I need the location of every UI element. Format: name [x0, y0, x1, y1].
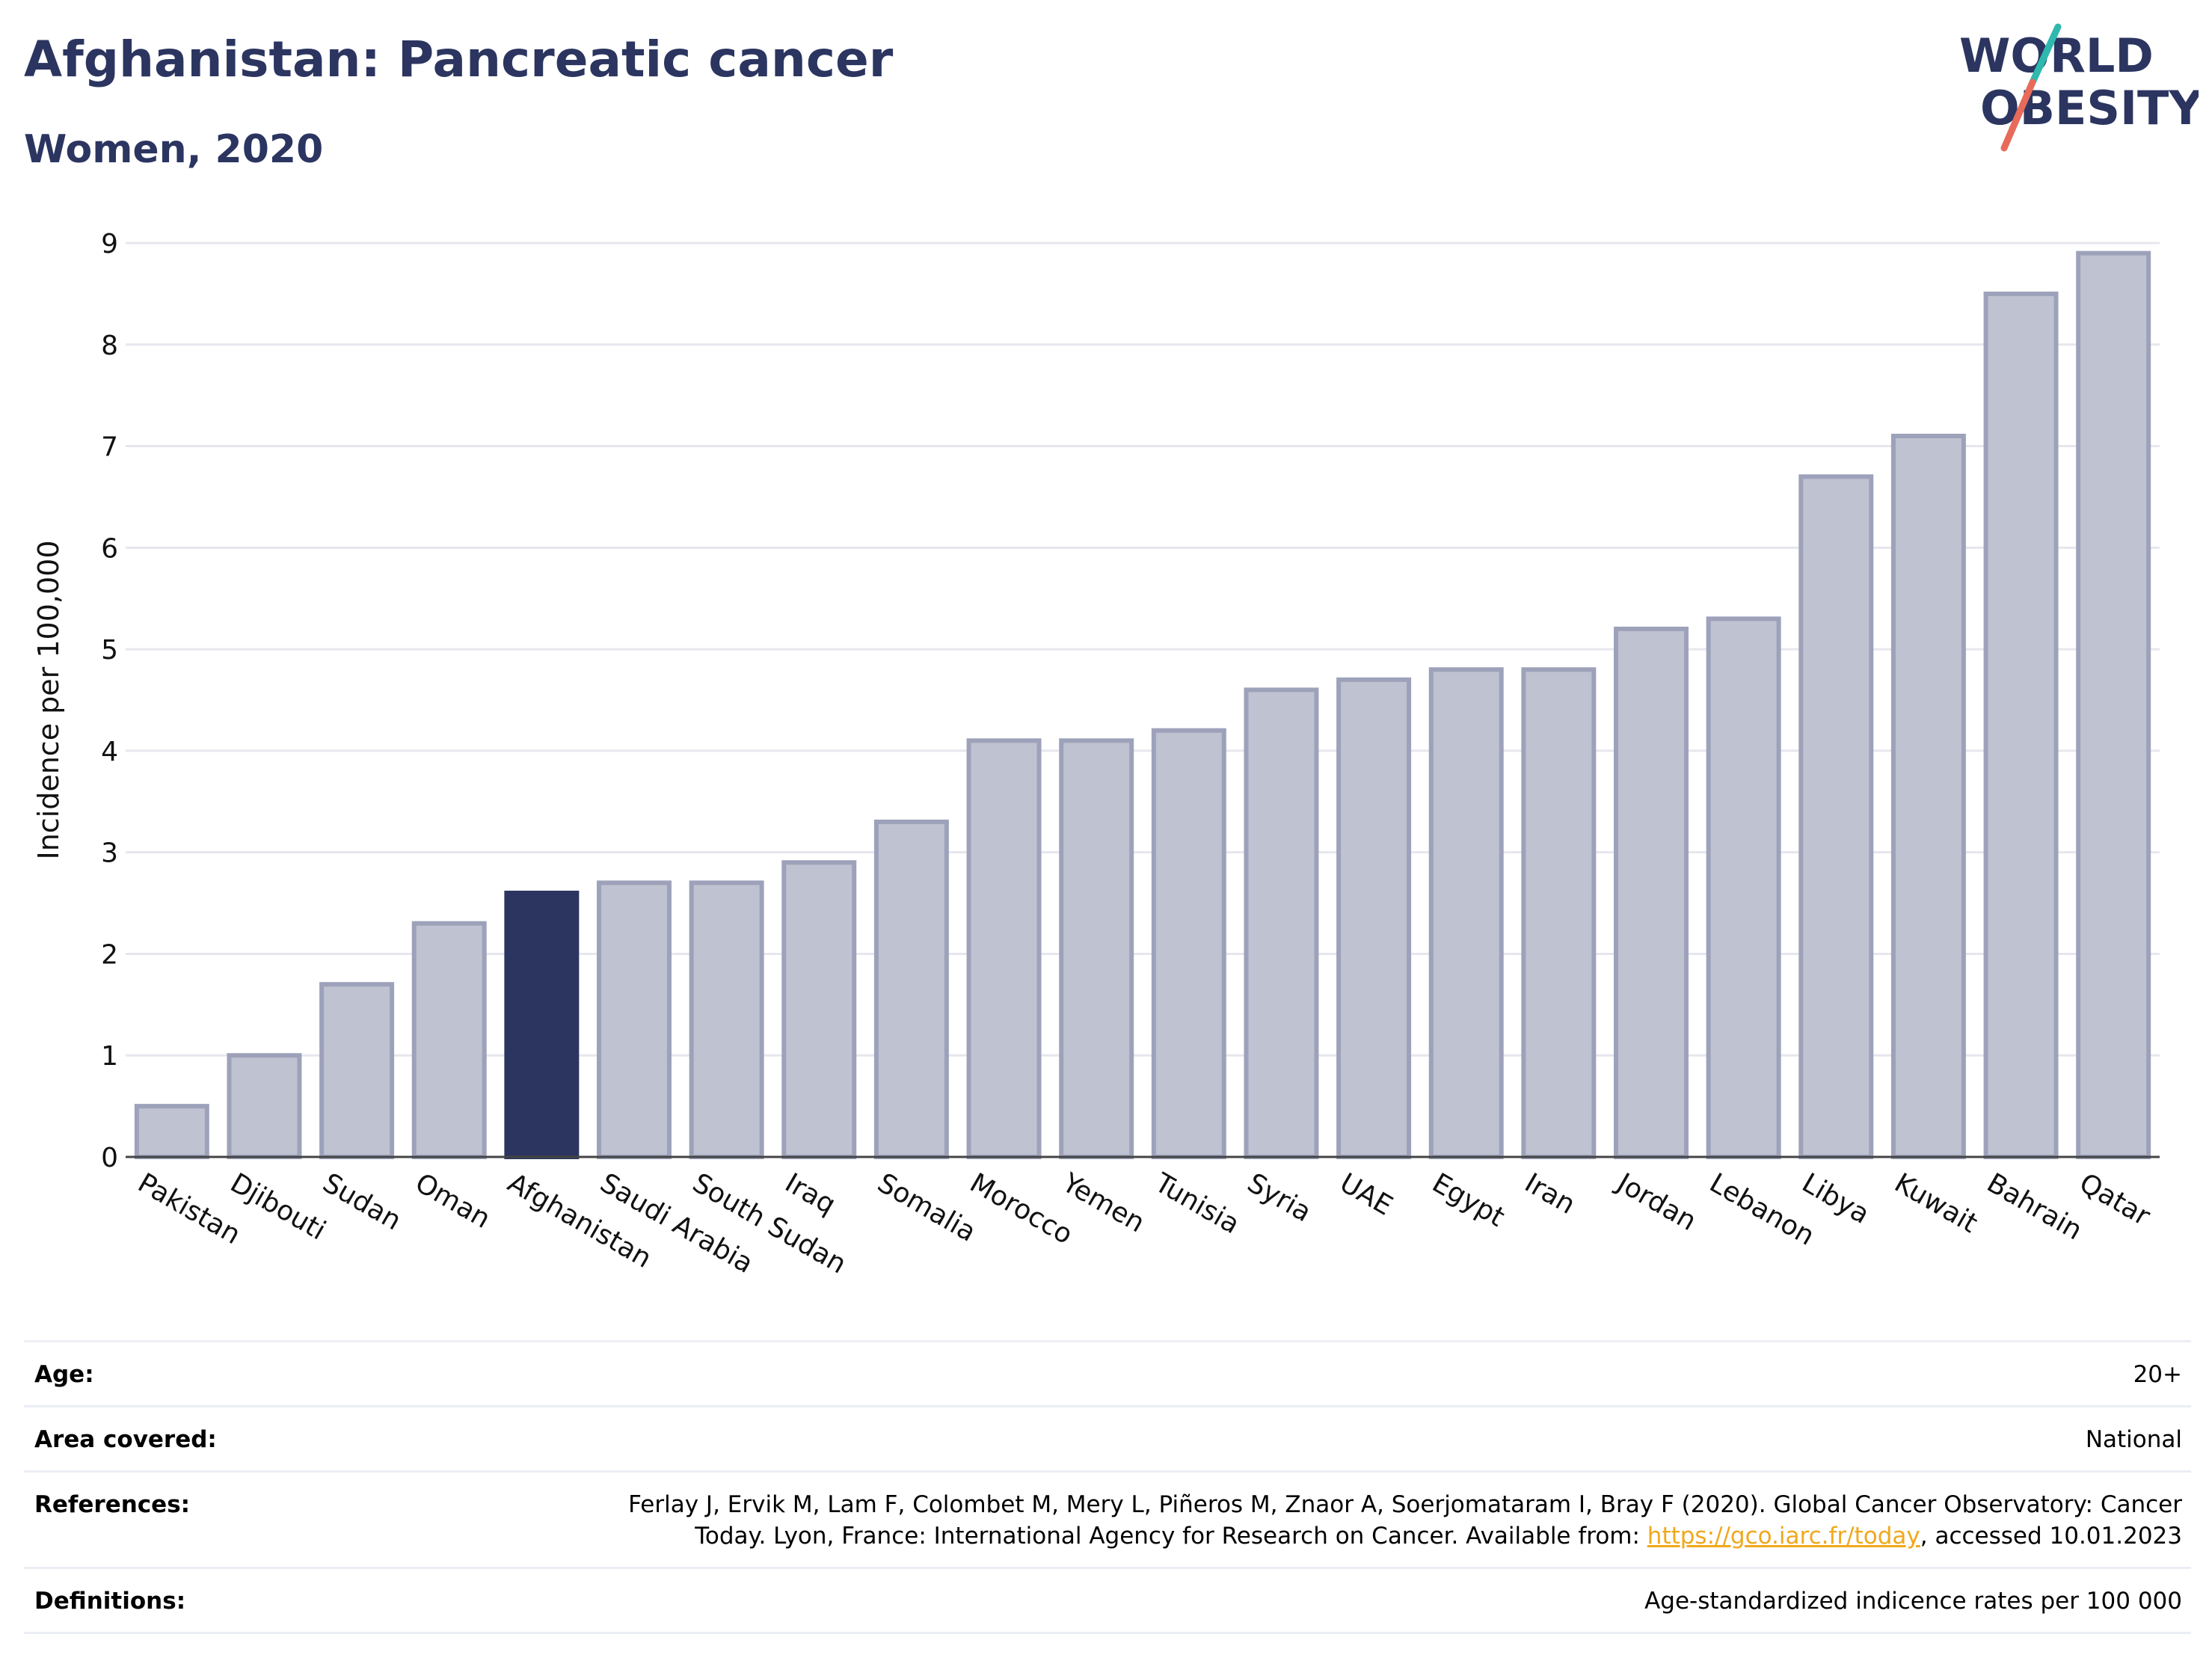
bar-libya	[1798, 474, 1874, 1159]
x-tick-label: Somalia	[872, 1167, 980, 1248]
x-tick-label: Jordan	[1611, 1167, 1701, 1237]
bars	[134, 251, 2151, 1160]
bar-somalia	[873, 819, 949, 1160]
bar-iran	[1521, 667, 1597, 1159]
x-tick-label: Egypt	[1427, 1167, 1509, 1232]
age-value: 20+	[2133, 1361, 2182, 1388]
x-tick-label: Kuwait	[1889, 1167, 1982, 1239]
y-tick-label: 7	[101, 432, 118, 463]
references-link[interactable]: https://gco.iarc.fr/today	[1647, 1523, 1920, 1550]
metadata-table: Age: 20+ Area covered: National Referenc…	[24, 1340, 2191, 1634]
logo-slash-bottom	[2000, 79, 2036, 152]
y-tick-label: 0	[101, 1143, 118, 1173]
bar-kuwait	[1890, 433, 1966, 1159]
meta-row-references: References: Ferlay J, Ervik M, Lam F, Co…	[24, 1470, 2191, 1567]
bar-djibouti	[227, 1053, 302, 1159]
y-axis-label: Incidence per 100,000	[32, 540, 65, 859]
area-label: Area covered:	[34, 1426, 217, 1453]
bar-egypt	[1428, 667, 1504, 1159]
x-tick-label: Pakistan	[132, 1167, 245, 1250]
y-tick-label: 2	[101, 939, 118, 970]
bar-jordan	[1614, 626, 1689, 1159]
bar-lebanon	[1706, 616, 1781, 1159]
definitions-value: Age-standardized indicence rates per 100…	[1644, 1588, 2182, 1615]
references-accessed: , accessed 10.01.2023	[1920, 1523, 2182, 1550]
y-tick-label: 4	[101, 737, 118, 767]
y-tick-label: 5	[101, 635, 118, 666]
meta-row-area: Area covered: National	[24, 1405, 2191, 1470]
meta-row-age: Age: 20+	[24, 1340, 2191, 1405]
x-tick-label: Morocco	[965, 1167, 1078, 1250]
bar-saudi-arabia	[597, 880, 672, 1160]
y-axis-ticks: 0 1 2 3 4 5 6 7 8 9	[101, 229, 118, 1173]
bar-tunisia	[1151, 728, 1226, 1159]
x-tick-label: Lebanon	[1704, 1167, 1819, 1252]
y-tick-label: 6	[101, 533, 118, 564]
bar-yemen	[1059, 738, 1134, 1159]
meta-row-definitions: Definitions: Age-standardized indicence …	[24, 1567, 2191, 1634]
x-tick-label: Oman	[410, 1167, 495, 1235]
references-value: Ferlay J, Ervik M, Lam F, Colombet M, Me…	[612, 1489, 2182, 1552]
bar-south-sudan	[689, 880, 764, 1160]
bar-oman	[411, 921, 487, 1159]
definitions-label: Definitions:	[34, 1588, 186, 1615]
bar-syria	[1244, 687, 1319, 1159]
references-label: References:	[34, 1491, 191, 1518]
x-tick-label: Tunisia	[1149, 1167, 1244, 1240]
y-tick-label: 1	[101, 1041, 118, 1072]
bar-iraq	[781, 860, 857, 1159]
x-tick-label: Iran	[1520, 1167, 1580, 1220]
bar-sudan	[319, 982, 395, 1159]
y-tick-label: 8	[101, 331, 118, 361]
y-tick-label: 9	[101, 229, 118, 260]
y-tick-label: 3	[101, 838, 118, 869]
x-tick-label: Sudan	[318, 1167, 407, 1236]
x-tick-label: UAE	[1335, 1167, 1398, 1221]
bar-qatar	[2076, 251, 2151, 1160]
bar-bahrain	[1983, 291, 2059, 1159]
x-tick-label: Syria	[1242, 1167, 1316, 1228]
area-value: National	[2085, 1426, 2182, 1453]
x-tick-label: Qatar	[2074, 1167, 2155, 1232]
x-tick-label: Bahrain	[1982, 1167, 2087, 1246]
x-tick-label: Saudi Arabia	[595, 1167, 758, 1280]
x-tick-label: Iraq	[780, 1167, 841, 1220]
chart-title: Afghanistan: Pancreatic cancer	[24, 31, 894, 88]
chart-subtitle: Women, 2020	[24, 127, 324, 172]
bar-morocco	[966, 738, 1042, 1159]
x-tick-label: Djibouti	[225, 1167, 331, 1246]
references-text: Ferlay J, Ervik M, Lam F, Colombet M, Me…	[628, 1491, 2182, 1550]
logo-slash-top	[2029, 23, 2062, 86]
world-obesity-logo: WORLD OBESITY	[1959, 23, 2199, 152]
bar-afghanistan	[504, 890, 580, 1159]
age-label: Age:	[34, 1361, 94, 1388]
x-tick-label: South Sudan	[687, 1167, 851, 1280]
bar-uae	[1336, 677, 1412, 1159]
bar-pakistan	[134, 1104, 209, 1159]
